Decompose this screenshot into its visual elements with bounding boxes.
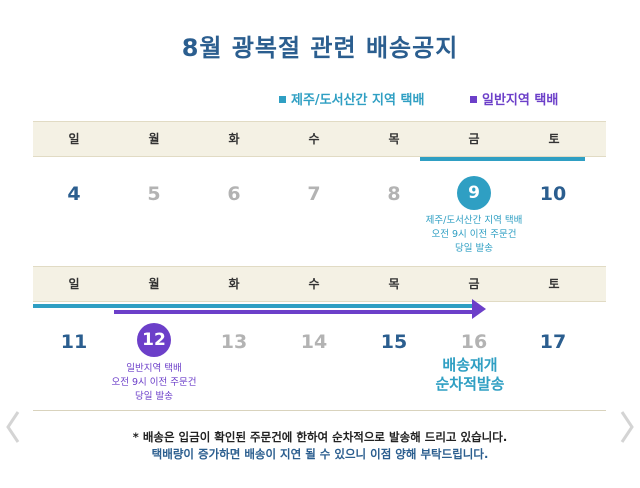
weekday-sat: 토: [548, 277, 560, 291]
week1-weekday-header: 일 월 화 수 목 금 토: [33, 121, 606, 157]
resume-line: 배송재개: [442, 356, 498, 374]
week2-weekday-header: 일 월 화 수 목 금 토: [33, 266, 606, 302]
date-15: 15: [380, 331, 408, 353]
weekday-tue: 화: [228, 132, 240, 146]
general-note-line: 일반지역 택배: [126, 363, 182, 374]
date-17: 17: [539, 331, 567, 353]
jeju-shipping-note: 제주/도서산간 지역 택배 오전 9시 이전 주문건 당일 발송: [404, 214, 544, 256]
page-title: 8월 광복절 관련 배송공지: [181, 34, 459, 62]
weekday-sun: 일: [68, 277, 80, 291]
date-5: 5: [147, 183, 161, 205]
divider: [33, 410, 606, 411]
weekday-fri: 금: [468, 277, 480, 291]
date-9-highlight: 9: [457, 176, 491, 210]
general-note-line: 당일 발송: [135, 391, 173, 402]
legend-jeju-label: 제주/도서산간 지역 택배: [291, 93, 425, 108]
weekday-tue: 화: [228, 277, 240, 291]
date-14: 14: [300, 331, 328, 353]
date-13: 13: [220, 331, 248, 353]
jeju-period-bar: [420, 157, 585, 161]
weekday-thu: 목: [388, 132, 400, 146]
date-8: 8: [387, 183, 401, 205]
date-7: 7: [307, 183, 321, 205]
date-16: 16: [460, 331, 488, 353]
weekday-sun: 일: [68, 132, 80, 146]
jeju-note-line: 오전 9시 이전 주문건: [431, 229, 517, 240]
date-10: 10: [539, 183, 567, 205]
next-slide-button[interactable]: [616, 405, 638, 449]
prev-slide-button[interactable]: [2, 405, 24, 449]
general-period-arrow-bar: [114, 310, 473, 314]
legend-jeju-swatch: [279, 96, 286, 103]
chevron-right-icon: [620, 411, 634, 443]
weekday-wed: 수: [308, 132, 320, 146]
weekday-fri: 금: [468, 132, 480, 146]
period-arrow-head-icon: [472, 299, 486, 319]
weekday-mon: 월: [148, 132, 160, 146]
legend-general: 일반지역 택배: [470, 89, 558, 108]
resume-line: 순차적발송: [435, 375, 505, 393]
jeju-period-arrow-bar: [33, 304, 473, 308]
general-note-line: 오전 9시 이전 주문건: [111, 377, 197, 388]
legend-general-label: 일반지역 택배: [482, 93, 559, 108]
date-12-highlight: 12: [137, 323, 171, 357]
weekday-thu: 목: [388, 277, 400, 291]
jeju-note-line: 당일 발송: [455, 243, 493, 254]
chevron-left-icon: [6, 411, 20, 443]
date-11: 11: [60, 331, 88, 353]
footer-notice-line2: 택배량이 증가하면 배송이 지연 될 수 있으니 이점 양해 부탁드립니다.: [151, 447, 489, 461]
weekday-sat: 토: [548, 132, 560, 146]
weekday-mon: 월: [148, 277, 160, 291]
date-4: 4: [67, 183, 81, 205]
general-shipping-note: 일반지역 택배 오전 9시 이전 주문건 당일 발송: [84, 362, 224, 404]
shipping-resume-note: 배송재개 순차적발송: [410, 356, 530, 394]
jeju-note-line: 제주/도서산간 지역 택배: [425, 215, 523, 226]
legend-jeju: 제주/도서산간 지역 택배: [279, 89, 424, 108]
footer-notice-line1: * 배송은 입금이 확인된 주문건에 한하여 순차적으로 발송해 드리고 있습니…: [132, 430, 508, 444]
date-6: 6: [227, 183, 241, 205]
legend-general-swatch: [470, 96, 477, 103]
weekday-wed: 수: [308, 277, 320, 291]
